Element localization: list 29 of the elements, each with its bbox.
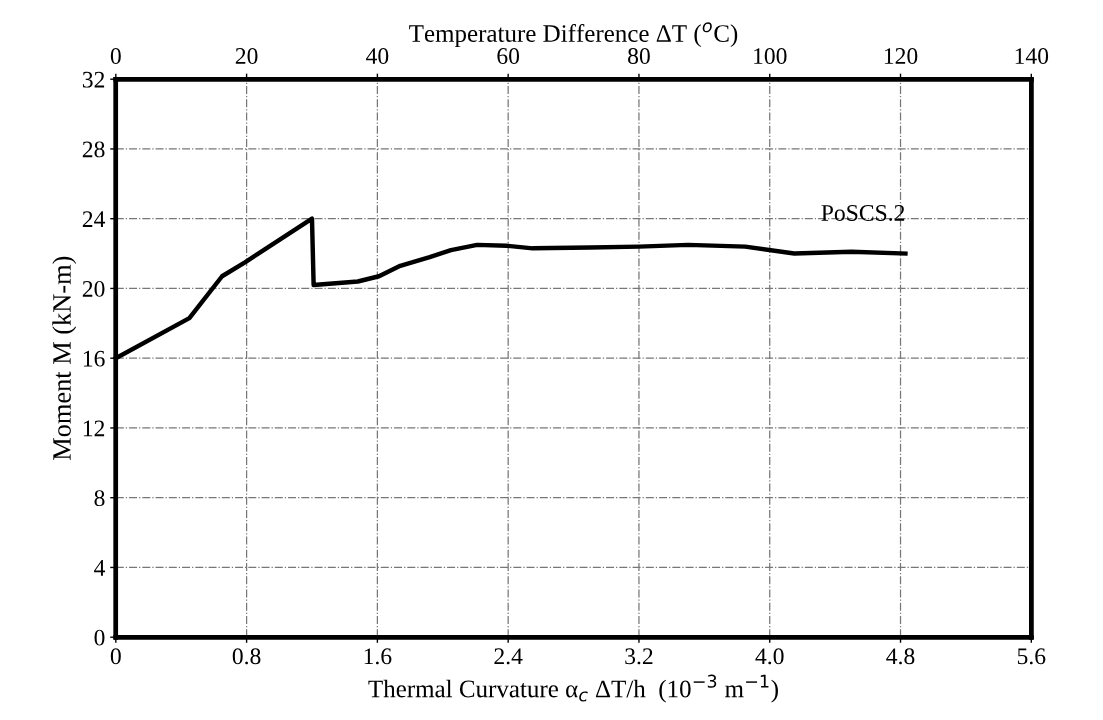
x2-tick-label: 140 [1015, 48, 1049, 64]
y-tick-label: 24 [82, 211, 106, 227]
x2-tick-label: 80 [628, 48, 650, 64]
y-axis-title: Moment M (kN-m) [52, 256, 77, 461]
x-tick-label: 0 [110, 648, 121, 665]
x2-tick-label: 20 [235, 48, 258, 64]
y-tick-label: 12 [83, 420, 105, 437]
x2-tick-label: 120 [884, 48, 918, 64]
y-tick-label: 8 [94, 490, 105, 507]
y-tick-label: 32 [82, 71, 105, 88]
x-tick-label: 1.6 [364, 648, 392, 665]
x2-tick-label: 100 [754, 48, 787, 64]
y-tick-label: 20 [82, 280, 105, 297]
x-tick-label: 0.8 [232, 648, 261, 665]
x2-tick-label: 60 [497, 48, 520, 64]
y-tick-label: 28 [82, 141, 105, 158]
x-tick-label: 3.2 [625, 648, 653, 665]
x-tick-label: 5.6 [1017, 648, 1046, 665]
y-tick-label: 4 [94, 560, 106, 576]
x-axis-title: Thermal Curvature α$_{c}$ ΔT/h (10$^{−3}$ m$^{−1}$) [368, 674, 778, 703]
y-tick-label: 0 [94, 629, 105, 646]
y-tick-label: 16 [83, 350, 105, 367]
x2-tick-label: 0 [110, 48, 121, 64]
x-tick-label: 4.8 [886, 648, 915, 665]
x-tick-label: 4.0 [755, 648, 784, 665]
x2-tick-label: 40 [366, 48, 389, 64]
series-label: PoSCS.2 [821, 205, 905, 221]
x-tick-label: 2.4 [494, 648, 523, 665]
x2-axis-title: Temperature Difference ΔT ($^{o}$C) [409, 22, 738, 48]
